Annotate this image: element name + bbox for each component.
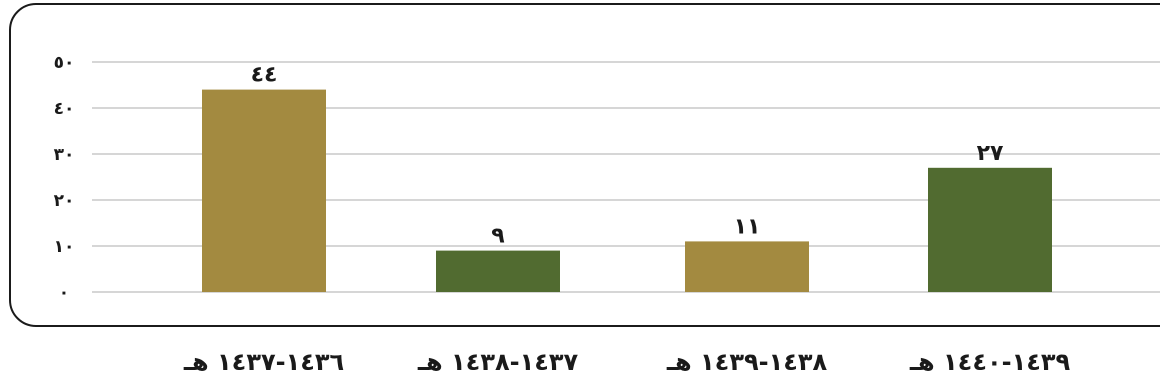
y-tick-label: ٥٠ bbox=[54, 53, 75, 73]
x-tick-label: ١٤٣٩-١٤٤٠ هـ bbox=[909, 348, 1071, 376]
x-tick-label: ١٤٣٦-١٤٣٧ هـ bbox=[183, 348, 344, 376]
y-tick-label: ٤٠ bbox=[54, 99, 75, 119]
bar bbox=[202, 89, 326, 292]
data-label: ٤٤ bbox=[251, 63, 278, 88]
bar bbox=[436, 250, 560, 292]
y-tick-label: ٢٠ bbox=[54, 191, 75, 211]
y-tick-label: ٣٠ bbox=[54, 145, 75, 165]
x-tick-label: ١٤٣٧-١٤٣٨ هـ bbox=[417, 348, 579, 376]
y-tick-label: ١٠ bbox=[54, 237, 75, 257]
bar bbox=[928, 167, 1052, 292]
chart-frame bbox=[9, 3, 1160, 327]
bar bbox=[685, 241, 809, 292]
y-tick-label: ٠ bbox=[59, 283, 69, 303]
x-tick-label: ١٤٣٨-١٤٣٩ هـ bbox=[666, 348, 828, 376]
data-label: ١١ bbox=[734, 214, 761, 239]
labels: ٠ ١٠ ٢٠ ٣٠ ٤٠ ٥٠ ٤٤ ١٤٣٦-١٤٣٧ هـ ٩ ١٤٣٧-١٤٣٨ هـ ١١… bbox=[54, 53, 1071, 376]
data-label: ٩ bbox=[491, 224, 504, 249]
data-label: ٢٧ bbox=[977, 141, 1004, 166]
bars bbox=[202, 89, 1052, 292]
